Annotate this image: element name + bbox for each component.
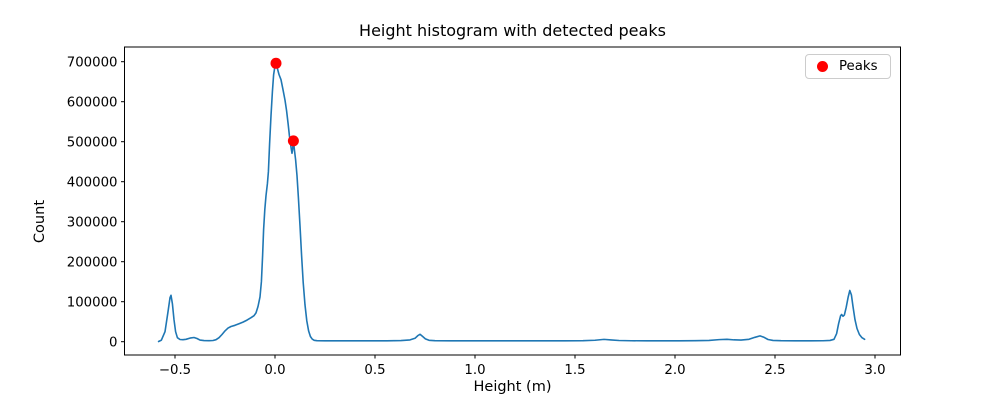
y-tick-label: 500000 — [67, 135, 118, 150]
legend: Peaks — [805, 54, 891, 79]
y-tick-label: 200000 — [67, 255, 118, 270]
x-tick-label: 1.0 — [464, 363, 485, 378]
x-tick-label: 0.0 — [264, 363, 285, 378]
x-tick-label: 3.0 — [864, 363, 885, 378]
histogram-line — [157, 62, 866, 343]
y-tick-label: 400000 — [67, 175, 118, 190]
x-tick-label: −0.5 — [159, 363, 191, 378]
x-tick-label: 1.5 — [564, 363, 585, 378]
x-axis-label: Height (m) — [473, 379, 552, 395]
x-tick-label: 0.5 — [364, 363, 385, 378]
legend-label: Peaks — [839, 59, 878, 74]
plot-border — [124, 46, 901, 356]
peak-marker — [287, 135, 299, 147]
peaks-marker-icon — [817, 61, 828, 72]
y-tick-label: 700000 — [67, 55, 118, 70]
y-tick-label: 0 — [109, 335, 117, 350]
y-axis-label-text: Count — [32, 200, 48, 244]
x-tick-label: 2.0 — [664, 363, 685, 378]
y-tick-label: 300000 — [67, 215, 118, 230]
y-tick-label: 100000 — [67, 295, 118, 310]
chart-title: Height histogram with detected peaks — [359, 21, 666, 40]
x-tick-label: 2.5 — [764, 363, 785, 378]
y-tick-label: 600000 — [67, 95, 118, 110]
peak-marker — [270, 57, 282, 69]
